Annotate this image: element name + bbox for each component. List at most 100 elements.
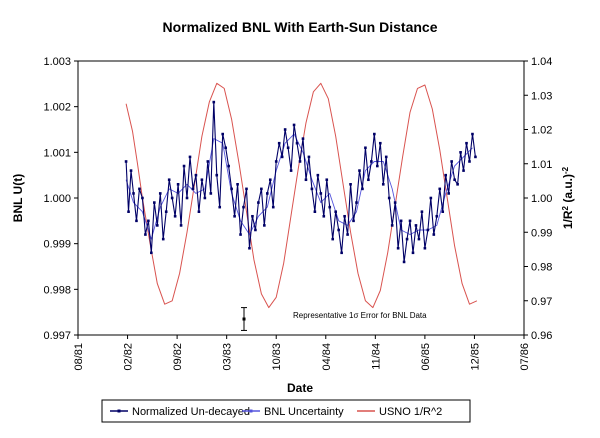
data-point bbox=[230, 187, 233, 191]
data-point bbox=[167, 178, 171, 182]
y-tick-label-right: 0.98 bbox=[531, 262, 552, 274]
x-tick-label: 12/85 bbox=[469, 343, 481, 371]
data-point bbox=[248, 246, 251, 250]
legend: Normalized Un-decayed BNL Uncertainty USNO… bbox=[101, 399, 471, 423]
data-point bbox=[301, 137, 305, 140]
data-point bbox=[155, 224, 159, 227]
data-point bbox=[286, 146, 290, 150]
data-point bbox=[212, 100, 216, 104]
data-point bbox=[349, 183, 352, 186]
y-tick-label-right: 0.99 bbox=[531, 227, 552, 239]
data-point bbox=[200, 178, 204, 182]
data-point bbox=[426, 228, 430, 232]
data-point bbox=[322, 214, 326, 218]
y-tick-label-left: 0.997 bbox=[43, 330, 71, 342]
data-point bbox=[438, 187, 442, 191]
data-point bbox=[164, 210, 168, 213]
data-point bbox=[352, 219, 355, 223]
y-axis-label-left: BNL U(t) bbox=[11, 174, 25, 222]
data-point bbox=[242, 205, 245, 209]
data-point bbox=[236, 183, 239, 186]
data-point bbox=[378, 141, 382, 145]
data-point bbox=[188, 155, 192, 159]
data-point bbox=[337, 228, 340, 232]
y-tick-label-right: 0.97 bbox=[531, 296, 552, 308]
data-point bbox=[390, 224, 394, 227]
y-axis-label-right-base: 1/R bbox=[561, 210, 575, 229]
data-point bbox=[124, 160, 128, 163]
data-point bbox=[340, 251, 343, 255]
data-point bbox=[402, 260, 406, 264]
data-point bbox=[138, 187, 141, 191]
data-point bbox=[313, 210, 317, 213]
data-point bbox=[147, 219, 150, 223]
data-point bbox=[257, 201, 260, 204]
x-tick-label: 10/83 bbox=[271, 343, 283, 371]
data-point bbox=[408, 219, 412, 223]
data-point bbox=[358, 169, 361, 172]
data-point bbox=[429, 196, 433, 200]
data-point bbox=[150, 251, 153, 255]
data-point bbox=[304, 178, 308, 182]
data-point bbox=[453, 178, 456, 182]
data-point bbox=[274, 160, 278, 163]
data-point bbox=[370, 160, 373, 163]
data-point bbox=[129, 169, 133, 172]
data-point bbox=[277, 141, 281, 145]
x-tick-label: 09/82 bbox=[172, 343, 184, 371]
data-point bbox=[161, 237, 165, 241]
data-point bbox=[271, 205, 275, 209]
legend-label-2: BNL Uncertainty bbox=[264, 406, 344, 418]
data-point bbox=[381, 183, 385, 186]
y-tick-label-left: 0.999 bbox=[43, 239, 71, 251]
legend-marker-1 bbox=[117, 409, 121, 413]
data-point bbox=[387, 196, 391, 200]
data-point bbox=[233, 214, 236, 218]
x-tick-label: 03/83 bbox=[222, 343, 234, 371]
x-tick-label: 08/81 bbox=[73, 343, 85, 371]
data-point bbox=[132, 192, 135, 195]
data-point bbox=[367, 178, 370, 182]
data-point bbox=[289, 169, 293, 172]
legend-label-3: USNO 1/R^2 bbox=[379, 406, 442, 418]
legend-marker-2 bbox=[249, 409, 253, 413]
legend-box bbox=[101, 399, 471, 423]
data-point bbox=[298, 160, 302, 163]
data-point bbox=[158, 192, 162, 195]
y-tick-label-right: 1.02 bbox=[531, 125, 552, 137]
data-point bbox=[295, 141, 299, 145]
data-point bbox=[417, 237, 421, 241]
legend-label-1: Normalized Un-decayed bbox=[132, 406, 250, 418]
data-point bbox=[328, 205, 332, 209]
data-point bbox=[310, 187, 314, 191]
data-point bbox=[221, 132, 225, 136]
data-point bbox=[399, 219, 403, 223]
data-point bbox=[307, 155, 311, 159]
data-point bbox=[206, 160, 210, 163]
data-point bbox=[141, 196, 144, 200]
data-point bbox=[373, 132, 376, 136]
data-point bbox=[462, 169, 465, 172]
data-point bbox=[263, 224, 266, 227]
y-tick-label-left: 0.998 bbox=[43, 284, 71, 296]
data-point bbox=[411, 251, 415, 255]
data-point bbox=[224, 146, 227, 150]
data-point bbox=[268, 178, 272, 182]
y-tick-label-left: 1.001 bbox=[43, 147, 71, 159]
data-point bbox=[191, 187, 195, 191]
data-point bbox=[170, 196, 174, 200]
data-point bbox=[316, 173, 320, 177]
data-point bbox=[227, 164, 230, 168]
data-point bbox=[292, 123, 296, 127]
data-point bbox=[355, 201, 358, 204]
data-point bbox=[432, 233, 436, 236]
y-axis-label-right-exp2: -2 bbox=[561, 166, 570, 174]
data-point bbox=[343, 214, 346, 218]
data-point bbox=[245, 187, 248, 191]
data-point bbox=[251, 214, 254, 218]
data-point bbox=[414, 224, 418, 227]
data-point bbox=[393, 201, 397, 204]
error-annotation: Representative 1σ Error for BNL Data bbox=[293, 311, 427, 320]
